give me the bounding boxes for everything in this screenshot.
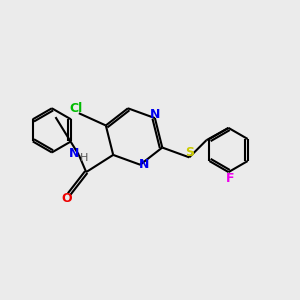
Text: N: N (139, 158, 149, 171)
Text: N: N (69, 147, 80, 160)
Text: Cl: Cl (69, 102, 82, 115)
Text: O: O (61, 192, 72, 205)
Text: F: F (226, 172, 234, 185)
Text: S: S (185, 146, 194, 159)
Text: N: N (150, 108, 160, 121)
Text: H: H (80, 153, 88, 163)
